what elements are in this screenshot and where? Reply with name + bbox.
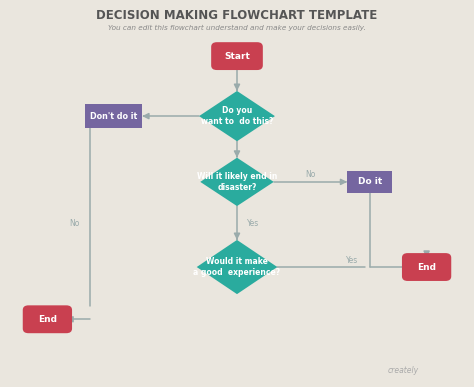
Text: Will it likely end in
disaster?: Will it likely end in disaster?: [197, 172, 277, 192]
Text: Start: Start: [224, 51, 250, 61]
FancyBboxPatch shape: [211, 42, 263, 70]
Text: Don't do it: Don't do it: [90, 111, 137, 121]
FancyBboxPatch shape: [347, 171, 392, 193]
Text: Yes: Yes: [346, 255, 358, 265]
Polygon shape: [200, 158, 274, 206]
Text: Do you
want to  do this?: Do you want to do this?: [201, 106, 273, 126]
Text: Do it: Do it: [357, 177, 382, 187]
FancyBboxPatch shape: [85, 104, 142, 128]
Text: You can edit this flowchart understand and make your decisions easily.: You can edit this flowchart understand a…: [108, 25, 366, 31]
FancyBboxPatch shape: [23, 305, 72, 333]
FancyBboxPatch shape: [402, 253, 451, 281]
Text: Would it make
a good  experience?: Would it make a good experience?: [193, 257, 281, 277]
Text: No: No: [69, 219, 80, 228]
Text: No: No: [305, 170, 316, 180]
Text: Yes: Yes: [247, 219, 260, 228]
Text: End: End: [417, 262, 436, 272]
Text: creately: creately: [387, 366, 419, 375]
Text: DECISION MAKING FLOWCHART TEMPLATE: DECISION MAKING FLOWCHART TEMPLATE: [96, 9, 378, 22]
Polygon shape: [197, 240, 277, 294]
Polygon shape: [199, 91, 275, 141]
Text: End: End: [38, 315, 57, 324]
